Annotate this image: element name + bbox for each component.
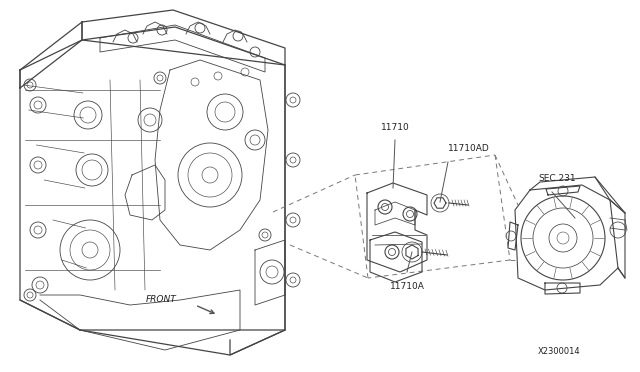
Text: 11710: 11710 (381, 123, 410, 132)
Text: 11710A: 11710A (390, 282, 424, 291)
Text: FRONT: FRONT (145, 295, 176, 304)
Text: 11710AD: 11710AD (448, 144, 490, 153)
Text: SEC.231: SEC.231 (538, 174, 575, 183)
Text: X2300014: X2300014 (538, 347, 580, 356)
